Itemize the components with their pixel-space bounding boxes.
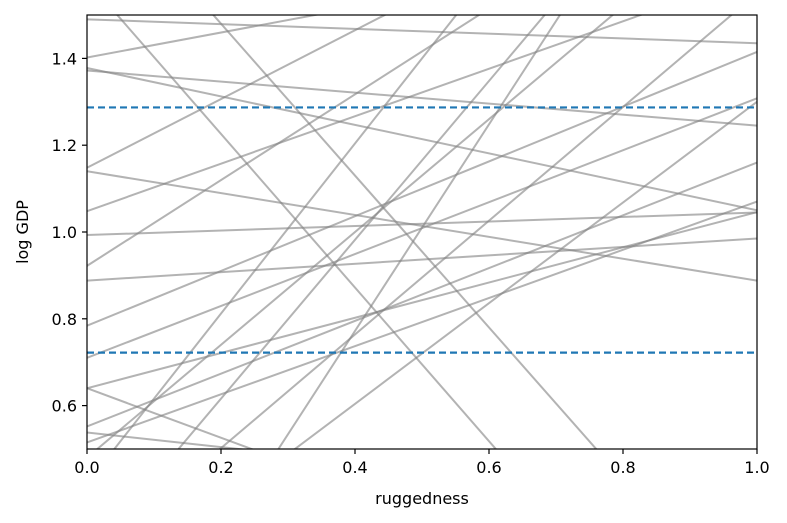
y-tick-label: 1.4 <box>52 49 77 68</box>
y-axis-label: log GDP <box>13 200 32 264</box>
series-line-20 <box>113 15 458 449</box>
series-line-7 <box>87 15 321 59</box>
series-line-10 <box>87 15 481 267</box>
series-line-5 <box>87 237 757 282</box>
series-line-9 <box>87 15 644 213</box>
series-line-4 <box>87 211 757 237</box>
series-line-24 <box>177 15 546 449</box>
series-line-17 <box>87 387 255 449</box>
y-tick-label: 0.8 <box>52 310 77 329</box>
series-line-16 <box>87 431 248 449</box>
y-tick-label: 1.2 <box>52 136 77 155</box>
x-tick-label: 0.0 <box>74 458 99 477</box>
x-tick-label: 0.4 <box>342 458 367 477</box>
series-line-23 <box>95 15 615 449</box>
x-axis: 0.0 0.2 0.4 0.6 0.8 1.0 <box>74 449 770 477</box>
series-line-8 <box>87 15 387 169</box>
x-tick-label: 0.2 <box>208 458 233 477</box>
x-tick-label: 1.0 <box>744 458 769 477</box>
y-axis: 0.6 0.8 1.0 1.2 1.4 <box>52 49 87 416</box>
series-line-21 <box>218 15 733 449</box>
x-axis-label: ruggedness <box>375 489 469 508</box>
series-line-14 <box>87 161 757 428</box>
x-tick-label: 0.8 <box>610 458 635 477</box>
y-tick-label: 1.0 <box>52 223 77 242</box>
series-line-25 <box>277 15 562 449</box>
series-line-15 <box>87 200 757 444</box>
reference-lines <box>87 106 757 354</box>
y-tick-label: 0.6 <box>52 397 77 416</box>
series-line-1 <box>87 18 757 45</box>
series-line-2 <box>87 69 757 127</box>
series-line-11 <box>87 50 757 327</box>
series-lines <box>87 15 757 449</box>
x-tick-label: 0.6 <box>476 458 501 477</box>
series-line-19 <box>212 15 598 449</box>
